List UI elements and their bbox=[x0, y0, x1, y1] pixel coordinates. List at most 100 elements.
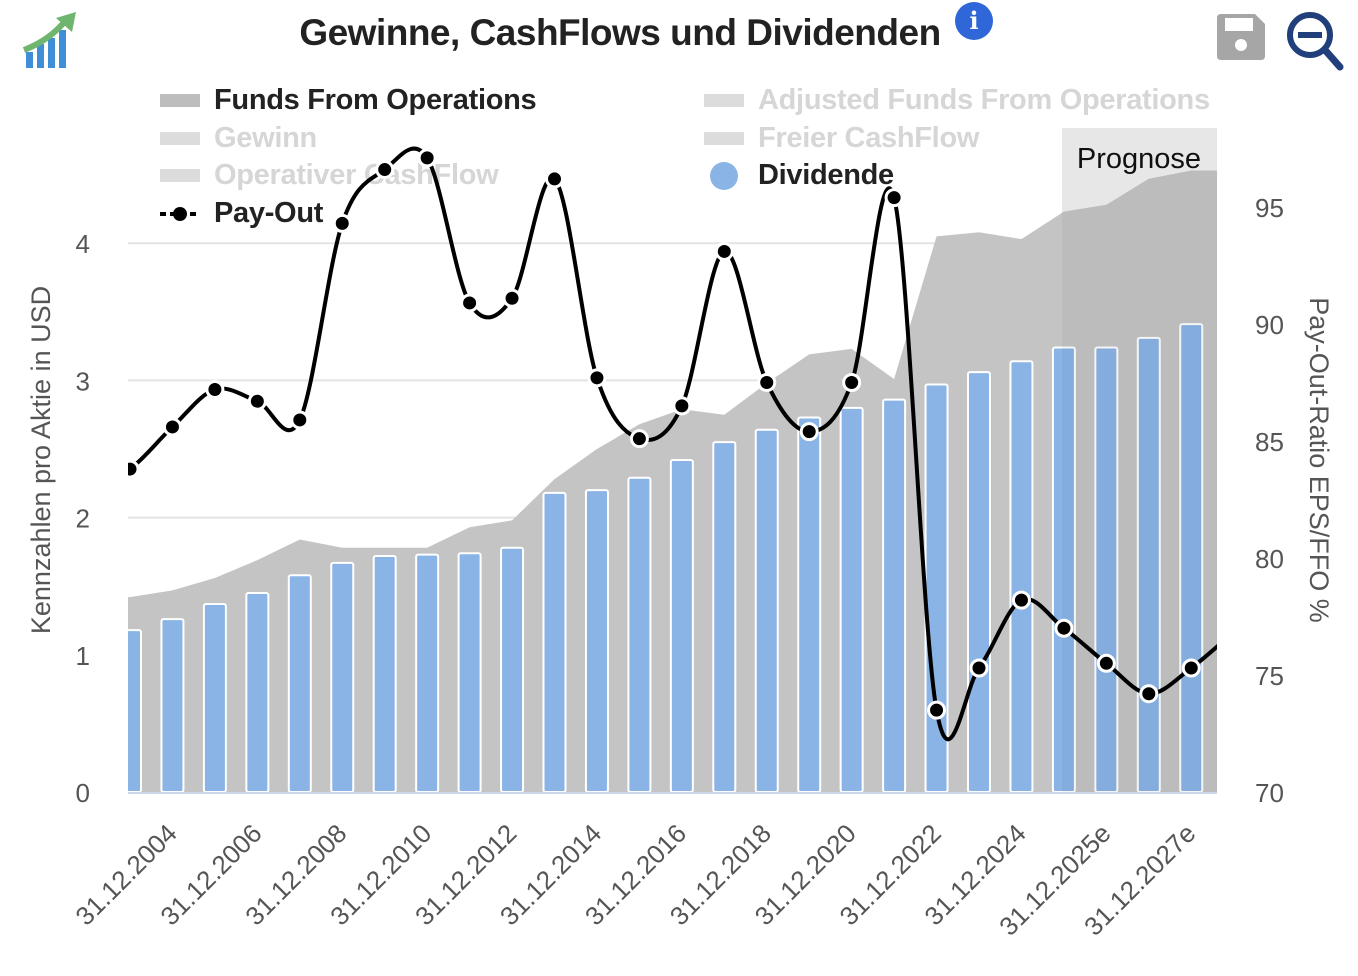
x-tick-label: 31.12.2008 bbox=[239, 818, 352, 931]
legend-item-payout[interactable]: Pay-Out bbox=[160, 197, 323, 230]
payout-point bbox=[672, 396, 692, 416]
dividend-bar bbox=[924, 383, 949, 792]
dividend-bar bbox=[500, 546, 525, 792]
dividend-bar bbox=[1051, 346, 1076, 792]
payout-point bbox=[1181, 658, 1201, 678]
legend-label: Freier CashFlow bbox=[758, 122, 980, 154]
dividend-bar bbox=[415, 553, 440, 792]
dividend-bar bbox=[754, 428, 779, 792]
zoom-out-magnifier-icon[interactable] bbox=[1285, 10, 1345, 77]
legend-label: Gewinn bbox=[214, 122, 317, 154]
payout-point bbox=[884, 188, 904, 208]
legend-item-freier-cashflow[interactable]: Freier CashFlow bbox=[704, 122, 979, 155]
payout-point bbox=[162, 417, 182, 437]
y-tick-left: 1 bbox=[76, 641, 90, 671]
x-tick-label: 31.12.2010 bbox=[324, 818, 437, 931]
payout-point bbox=[629, 429, 649, 449]
x-tick-label: 31.12.2027e bbox=[1078, 818, 1201, 941]
payout-point bbox=[757, 373, 777, 392]
payout-point bbox=[842, 373, 862, 392]
x-tick-label: 31.12.2020 bbox=[749, 818, 862, 931]
dividend-bar bbox=[882, 398, 907, 792]
dividend-bar bbox=[245, 592, 270, 792]
y-tick-left: 2 bbox=[76, 504, 90, 534]
payout-point bbox=[332, 213, 352, 233]
payout-point bbox=[1096, 653, 1116, 673]
info-circle-icon[interactable]: i bbox=[955, 2, 993, 40]
forecast-label: Prognose bbox=[1077, 143, 1201, 175]
y-axis-left-label: Kennzahlen pro Aktie in USD bbox=[26, 286, 56, 634]
chart-title: Gewinne, CashFlows und Dividenden bbox=[299, 12, 941, 53]
x-tick-label: 31.12.2022 bbox=[834, 818, 947, 931]
dividend-bar bbox=[839, 406, 864, 792]
growth-chart-logo-icon bbox=[20, 10, 80, 75]
x-tick-label: 31.12.2024 bbox=[918, 818, 1031, 931]
dividend-bar bbox=[457, 552, 482, 792]
y-tick-right: 85 bbox=[1255, 427, 1284, 457]
dashed-line-dot-marker-icon bbox=[160, 206, 200, 221]
y-tick-right: 80 bbox=[1255, 544, 1284, 574]
ffo-area bbox=[128, 170, 1217, 792]
area-marker-icon bbox=[160, 132, 200, 145]
dividend-bar bbox=[160, 618, 185, 792]
legend-label: Pay-Out bbox=[214, 197, 324, 229]
y-tick-left: 0 bbox=[76, 778, 90, 808]
legend-label: Funds From Operations bbox=[214, 84, 537, 116]
y-axis-right-label: Pay-Out-Ratio EPS/FFO % bbox=[1304, 297, 1334, 623]
payout-point bbox=[969, 658, 989, 678]
dividend-bar bbox=[330, 561, 355, 792]
payout-point bbox=[1139, 684, 1159, 704]
area-marker-icon bbox=[704, 94, 744, 107]
y-tick-right: 90 bbox=[1255, 310, 1284, 340]
dividend-bar bbox=[712, 441, 737, 792]
forecast-overlay bbox=[1062, 128, 1217, 792]
forecast-band bbox=[1062, 128, 1217, 792]
area-marker-icon bbox=[704, 132, 744, 145]
legend-item-affo[interactable]: Adjusted Funds From Operations bbox=[704, 84, 1210, 117]
payout-point bbox=[927, 700, 947, 720]
floppy-disk-save-icon[interactable] bbox=[1215, 12, 1267, 67]
circle-marker-icon bbox=[710, 161, 738, 190]
y-tick-right: 70 bbox=[1255, 778, 1284, 808]
legend-label: Dividende bbox=[758, 159, 894, 191]
legend-label: Adjusted Funds From Operations bbox=[758, 84, 1210, 116]
legend-label: Operativer CashFlow bbox=[214, 159, 499, 191]
y-tick-left: 3 bbox=[76, 366, 90, 396]
payout-line bbox=[128, 146, 1217, 742]
legend-item-ffo[interactable]: Funds From Operations bbox=[160, 84, 537, 117]
dividend-bar bbox=[584, 489, 609, 792]
legend-item-gewinn[interactable]: Gewinn bbox=[160, 122, 317, 155]
dividend-bar bbox=[627, 476, 652, 792]
dividend-bar bbox=[542, 491, 567, 792]
x-tick-label: 31.12.2014 bbox=[494, 818, 607, 931]
x-tick-label: 31.12.2006 bbox=[154, 818, 267, 931]
payout-point bbox=[545, 169, 564, 189]
x-tick-label: 31.12.2004 bbox=[69, 818, 182, 931]
area-marker-icon bbox=[160, 94, 200, 107]
payout-point bbox=[290, 410, 310, 430]
dividend-bar bbox=[202, 603, 227, 792]
payout-point bbox=[502, 288, 522, 308]
x-tick-label: 31.12.2016 bbox=[579, 818, 692, 931]
legend-item-dividende[interactable]: Dividende bbox=[710, 159, 894, 192]
area-marker-icon bbox=[160, 169, 200, 182]
payout-point bbox=[587, 368, 607, 388]
payout-point bbox=[714, 241, 734, 261]
dividend-bar bbox=[287, 574, 312, 792]
y-tick-left: 4 bbox=[76, 229, 90, 259]
dividend-bar bbox=[1136, 336, 1161, 792]
payout-point bbox=[128, 459, 140, 479]
payout-point bbox=[460, 293, 480, 313]
dividend-bar bbox=[967, 371, 991, 792]
dividend-bar bbox=[797, 416, 822, 792]
payout-point bbox=[1054, 618, 1074, 638]
x-tick-label: 31.12.2012 bbox=[409, 818, 522, 931]
x-tick-label: 31.12.2018 bbox=[664, 818, 777, 931]
dividend-bar bbox=[1094, 346, 1119, 792]
legend-item-operativer-cashflow[interactable]: Operativer CashFlow bbox=[160, 159, 499, 192]
y-tick-right: 75 bbox=[1255, 661, 1284, 691]
x-tick-label: 31.12.2025e bbox=[993, 818, 1116, 941]
dividend-bar bbox=[372, 555, 397, 792]
payout-point bbox=[247, 391, 267, 411]
dividend-bar bbox=[1009, 360, 1034, 792]
